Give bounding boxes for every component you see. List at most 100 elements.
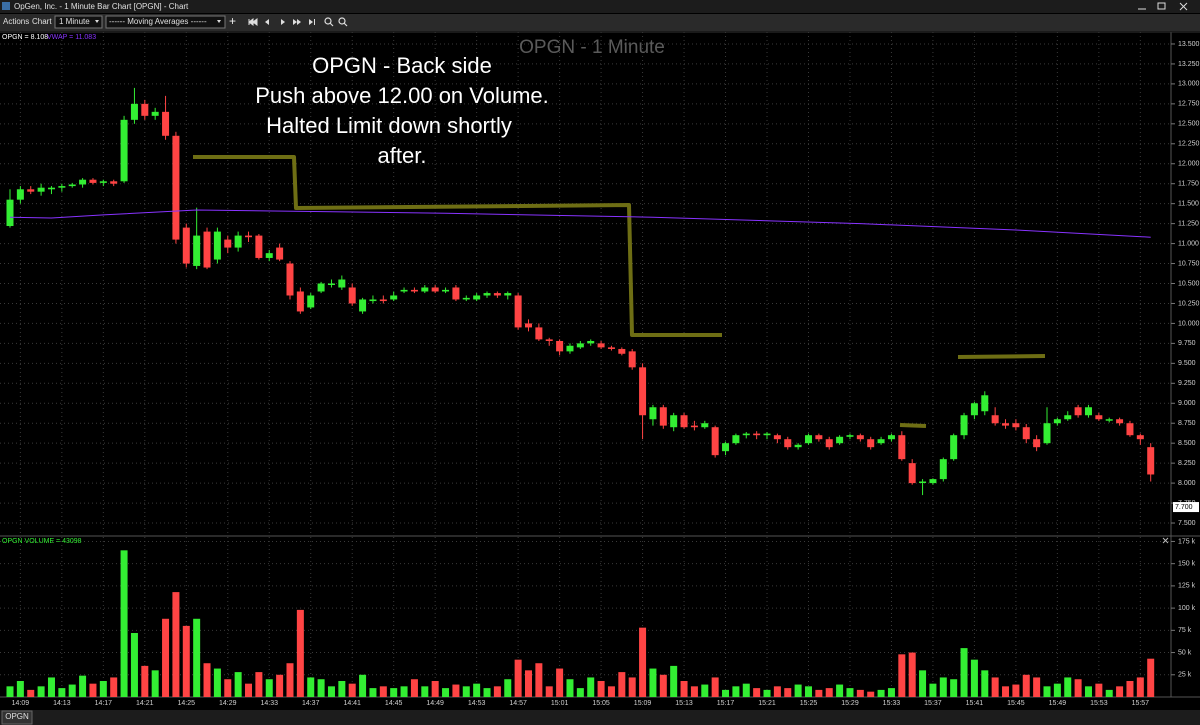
volume-bar	[6, 686, 14, 697]
candle-body	[711, 427, 719, 456]
candle-body	[887, 435, 895, 440]
candle-body	[628, 351, 636, 368]
candle-body	[1136, 435, 1144, 440]
dropdown-arrow	[217, 20, 221, 23]
x-tick-label: 15:41	[966, 700, 984, 707]
menu-item[interactable]: Actions	[3, 17, 29, 26]
volume-bar	[1012, 684, 1020, 697]
candle-body	[535, 327, 543, 340]
y-tick-label: 11.250	[1178, 220, 1199, 227]
menu-item[interactable]: Chart	[32, 17, 52, 26]
candle-body	[1053, 419, 1061, 424]
volume-bar	[525, 670, 532, 697]
volume-bar	[763, 689, 771, 697]
volume-bar	[410, 679, 418, 697]
candle-body	[1033, 439, 1041, 448]
app-icon	[2, 2, 10, 10]
volume-bar	[151, 670, 159, 697]
volume-bar	[369, 688, 377, 697]
volume-bar	[639, 627, 647, 697]
y-tick-label: 12.250	[1178, 141, 1200, 148]
volume-bar	[566, 679, 574, 697]
volume-bar	[162, 618, 170, 697]
candle-body	[172, 135, 180, 240]
volume-bar	[400, 686, 408, 697]
panel-close[interactable]	[1162, 537, 1169, 544]
volume-bar	[442, 688, 450, 697]
y-tick-label: 9.500	[1178, 360, 1196, 367]
candle-body	[79, 179, 87, 185]
volume-bar	[1074, 679, 1082, 697]
volume-bar	[597, 681, 605, 697]
volume-bar	[348, 683, 356, 697]
volume-bar	[224, 679, 232, 697]
volume-bar	[898, 654, 906, 697]
volume-bar	[514, 659, 522, 697]
window-controls[interactable]	[1138, 2, 1188, 11]
candle-body	[307, 295, 315, 308]
candle-body	[950, 435, 958, 460]
candle-body	[919, 481, 927, 484]
annotation: Push above 12.00 on Volume.	[255, 83, 549, 108]
candle-body	[130, 103, 138, 120]
interval-dropdown[interactable]	[54, 15, 103, 29]
volume-bar	[753, 688, 761, 697]
candle-body	[960, 415, 968, 436]
candle-body	[1126, 423, 1134, 436]
navigation-buttons[interactable]	[248, 18, 315, 26]
volume-bar	[670, 665, 678, 697]
vwap-line	[9, 209, 1151, 238]
volume-bar	[1116, 686, 1124, 697]
volume-bar	[286, 663, 294, 697]
y-tick-label: 13.500	[1178, 41, 1200, 48]
x-tick-label: 15:01	[551, 700, 569, 707]
volume-bar	[317, 679, 325, 697]
candle-body	[473, 295, 481, 300]
volume-bar	[234, 672, 242, 697]
candle-body	[16, 189, 24, 200]
candle-body	[1012, 423, 1020, 428]
volume-bar	[836, 684, 844, 697]
volume-bar	[1043, 686, 1051, 697]
zoom-buttons[interactable]	[324, 17, 348, 27]
studies-dropdown[interactable]	[105, 15, 226, 29]
add-button[interactable]: +	[229, 14, 236, 28]
window-title: OpGen, Inc. - 1 Minute Bar Chart [OPGN] …	[14, 2, 189, 11]
y-tick-label: 25 k	[1178, 672, 1192, 679]
x-tick-label: 14:17	[95, 700, 113, 707]
candle-body	[773, 435, 781, 440]
volume-bar	[535, 663, 543, 697]
volume-bar	[296, 609, 304, 697]
candle-body	[794, 444, 802, 448]
volume-bar	[1084, 686, 1092, 697]
x-tick-label: 14:29	[219, 700, 237, 707]
volume-bar	[213, 668, 221, 697]
x-tick-label: 15:33	[883, 700, 901, 707]
x-tick-label: 14:45	[385, 700, 403, 707]
volume-bar	[245, 683, 253, 697]
candle-body	[327, 283, 335, 285]
volume-bar	[587, 677, 595, 697]
candle-body	[618, 348, 626, 354]
volume-bar	[120, 550, 128, 697]
y-tick-label: 11.500	[1178, 201, 1199, 208]
tab[interactable]	[1, 710, 33, 725]
x-tick-label: 14:57	[509, 700, 527, 707]
volume-bar	[421, 686, 429, 697]
candle-body	[348, 287, 356, 304]
volume-bar	[887, 688, 895, 697]
volume-bar	[27, 689, 35, 697]
x-tick-label: 15:57	[1132, 700, 1150, 707]
volume-bar	[493, 686, 501, 697]
volume-bar	[110, 677, 118, 697]
candle-body	[203, 231, 211, 268]
candle-body	[670, 415, 678, 428]
legend-entry: OPGN = 8.108	[2, 34, 48, 41]
x-tick-label: 15:45	[1007, 700, 1025, 707]
candle-body	[224, 239, 232, 248]
volume-bar	[276, 674, 284, 697]
y-tick-label: 10.750	[1178, 260, 1200, 267]
y-tick-label: 8.250	[1178, 460, 1196, 467]
volume-bar	[462, 686, 470, 697]
annotation: after.	[378, 143, 427, 168]
